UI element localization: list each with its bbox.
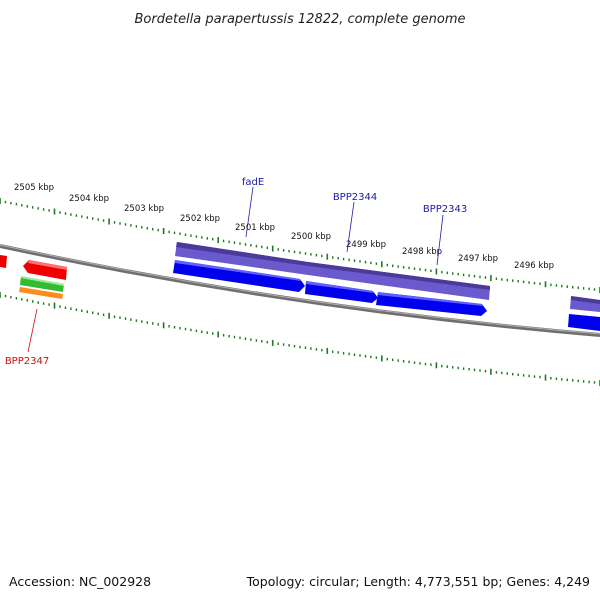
map-title: Bordetella parapertussis 12822, complete… xyxy=(135,12,466,27)
feature-orange-BPP2347[interactable] xyxy=(19,287,63,299)
gene-label-BPP2347[interactable]: BPP2347 xyxy=(5,356,49,367)
inner-tick-row xyxy=(0,292,600,386)
outer-tick-row xyxy=(0,198,600,293)
cds-arrow-BPP2343[interactable] xyxy=(376,292,487,316)
cds-arrow-BPP2348-shine xyxy=(28,260,67,270)
cds-arrow-BPP2344-shine xyxy=(306,281,374,293)
cds-red-left-edge[interactable] xyxy=(0,255,7,268)
gene-bar-BPP2344-shade xyxy=(308,262,490,290)
kbp-label-2505: 2505 kbp xyxy=(14,183,54,193)
leader-line-BPP2347 xyxy=(27,308,38,353)
kbp-label-2504: 2504 kbp xyxy=(69,194,109,204)
gene-bar-fadE-shade xyxy=(176,242,308,266)
kbp-label-2496: 2496 kbp xyxy=(514,261,554,271)
genome-summary-text: Topology: circular; Length: 4,773,551 bp… xyxy=(246,574,590,589)
kbp-label-2499: 2499 kbp xyxy=(346,240,386,250)
accession-text: Accession: NC_002928 xyxy=(9,574,151,589)
cds-arrow-right-edge[interactable] xyxy=(568,314,600,331)
leader-line-fadE xyxy=(245,186,254,238)
kbp-label-2503: 2503 kbp xyxy=(124,204,164,214)
cds-arrow-BPP2344[interactable] xyxy=(305,281,378,303)
gene-label-BPP2344[interactable]: BPP2344 xyxy=(333,192,377,203)
kbp-label-2502: 2502 kbp xyxy=(180,214,220,224)
gene-label-fadE[interactable]: fadE xyxy=(242,177,264,188)
cds-arrow-fadE-shine xyxy=(175,260,301,281)
leader-line-BPP2343 xyxy=(436,214,444,266)
gene-bar-right-edge-shade xyxy=(571,296,600,304)
kbp-label-2497: 2497 kbp xyxy=(458,254,498,264)
genome-backbone xyxy=(0,244,600,337)
kbp-label-2500: 2500 kbp xyxy=(291,232,331,242)
feature-green-BPP2347[interactable] xyxy=(20,276,64,292)
genome-backbone-highlight xyxy=(0,244,600,335)
feature-green-shine xyxy=(21,276,64,286)
cds-arrow-fadE[interactable] xyxy=(173,260,305,292)
leader-line-BPP2344 xyxy=(346,201,355,253)
kbp-label-2501: 2501 kbp xyxy=(235,223,275,233)
kbp-label-group: 2505 kbp 2504 kbp 2503 kbp 2502 kbp 2501… xyxy=(14,183,554,271)
kbp-label-2498: 2498 kbp xyxy=(402,247,442,257)
cds-arrow-BPP2343-shine xyxy=(378,292,483,306)
gene-label-BPP2343[interactable]: BPP2343 xyxy=(423,204,467,215)
